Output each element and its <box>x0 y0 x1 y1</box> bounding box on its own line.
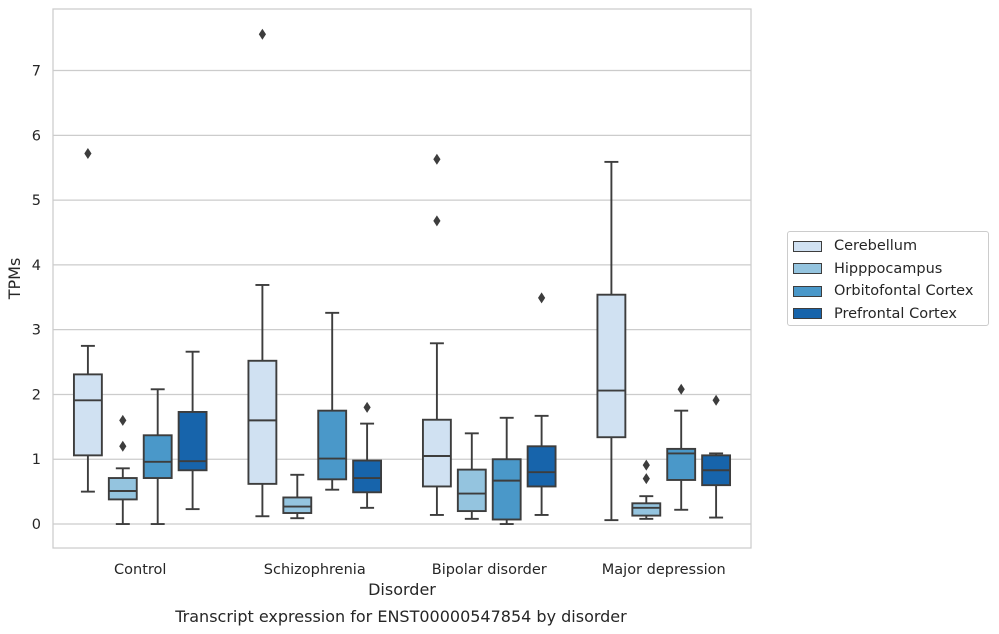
y-tick-label: 7 <box>32 64 41 80</box>
outlier-point <box>433 153 441 165</box>
legend-swatch <box>793 285 822 297</box>
outlier-point <box>433 215 441 227</box>
box-orbitofontal-cortex <box>491 416 522 525</box>
box-iqr <box>282 496 313 514</box>
outlier-point <box>84 147 92 159</box>
y-tick-label: 4 <box>32 258 41 274</box>
outlier-point <box>642 459 650 471</box>
box-cerebellum <box>72 147 103 493</box>
legend-item: Orbitofontal Cortex <box>788 280 988 303</box>
outlier-point <box>712 394 720 406</box>
y-tick-labels: 0 1 2 3 4 5 6 7 <box>32 64 41 533</box>
y-axis-label: TPMs <box>5 258 24 301</box>
box-iqr <box>596 293 627 439</box>
plot-frame <box>52 8 752 549</box>
outlier-point <box>119 440 127 452</box>
y-tick-label: 6 <box>32 128 41 144</box>
y-tick-label: 5 <box>32 193 41 209</box>
chart-caption: Transcript expression for ENST0000054785… <box>174 607 627 626</box>
legend-item: Hipppocampus <box>788 258 988 281</box>
legend-label: Prefrontal Cortex <box>834 305 957 322</box>
x-tick-label: Schizophrenia <box>264 562 366 578</box>
y-tick-label: 2 <box>32 387 41 403</box>
box-hipppocampus <box>107 414 138 525</box>
outlier-point <box>363 401 371 413</box>
box-iqr <box>142 434 173 479</box>
box-iqr <box>352 459 383 494</box>
x-tick-label: Bipolar disorder <box>432 562 547 578</box>
box-hipppocampus <box>282 473 313 520</box>
box-cerebellum <box>596 160 627 522</box>
box-iqr <box>491 458 522 521</box>
box-iqr <box>317 409 348 481</box>
y-tick-label: 1 <box>32 452 41 468</box>
outlier-point <box>677 383 685 395</box>
legend-label: Cerebellum <box>834 238 918 255</box>
x-tick-label: Control <box>114 562 166 578</box>
box-hipppocampus <box>456 432 487 520</box>
legend-swatch <box>793 240 822 252</box>
outlier-point <box>258 28 266 40</box>
box-prefrontal-cortex <box>177 350 208 511</box>
x-axis-label: Disorder <box>368 580 436 599</box>
box-orbitofontal-cortex <box>666 383 697 511</box>
legend-label: Hipppocampus <box>834 260 943 277</box>
outlier-point <box>119 414 127 426</box>
box-iqr <box>421 418 452 488</box>
box-cerebellum <box>421 153 452 516</box>
legend-swatch <box>793 308 822 320</box>
legend-item: Prefrontal Cortex <box>788 303 988 326</box>
box-series <box>72 28 732 525</box>
box-iqr <box>631 502 662 517</box>
box-cerebellum <box>247 28 278 518</box>
box-orbitofontal-cortex <box>317 311 348 491</box>
y-tick-label: 0 <box>32 517 41 533</box>
outlier-point <box>538 292 546 304</box>
legend: Cerebellum Hipppocampus Orbitofontal Corte… <box>787 231 989 326</box>
legend-label: Orbitofontal Cortex <box>834 283 974 300</box>
outlier-point <box>642 473 650 485</box>
box-iqr <box>456 468 487 513</box>
y-tick-label: 3 <box>32 323 41 339</box>
box-iqr <box>107 477 138 501</box>
box-hipppocampus <box>631 459 662 520</box>
box-iqr <box>247 359 278 485</box>
legend-item: Cerebellum <box>788 235 988 258</box>
box-prefrontal-cortex <box>526 292 557 516</box>
box-iqr <box>72 373 103 457</box>
legend-swatch <box>793 263 822 275</box>
box-prefrontal-cortex <box>352 401 383 509</box>
box-prefrontal-cortex <box>701 394 732 519</box>
x-tick-labels: Control Schizophrenia Bipolar disorder Majo… <box>114 562 726 578</box>
box-orbitofontal-cortex <box>142 388 173 525</box>
box-iqr <box>526 445 557 488</box>
x-tick-label: Major depression <box>602 562 726 578</box>
